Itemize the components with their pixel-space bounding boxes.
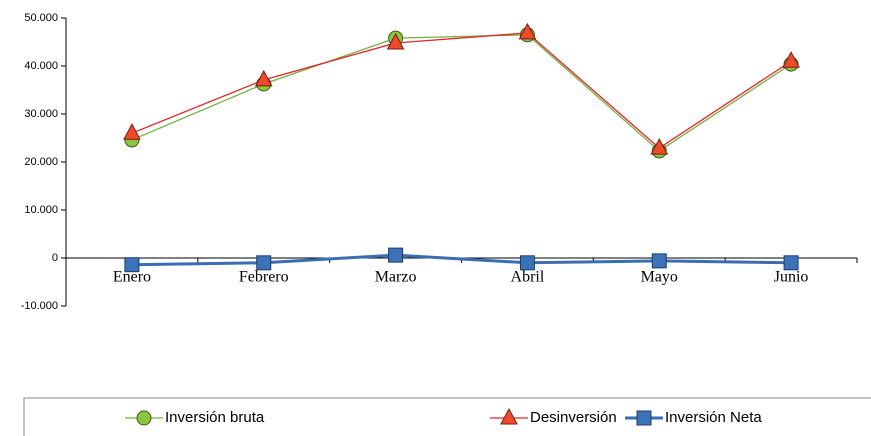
marker [500, 407, 518, 425]
marker [636, 410, 652, 426]
y-tick-label: 20.000 [24, 156, 58, 168]
y-tick-label: 30.000 [24, 108, 58, 120]
y-tick-label: 10.000 [24, 204, 58, 216]
marker [136, 410, 152, 426]
x-tick-label: Enero [113, 269, 151, 286]
legend-label: Inversión Neta [665, 409, 762, 426]
marker [650, 138, 669, 155]
marker [518, 22, 537, 40]
y-tick-label: -10.000 [21, 300, 58, 312]
x-tick-label: Junio [774, 269, 809, 286]
marker [783, 255, 799, 271]
series-line [131, 34, 792, 152]
x-tick-label: Febrero [239, 269, 289, 286]
marker [651, 253, 667, 269]
marker [386, 32, 405, 50]
legend-label: Inversión bruta [165, 409, 265, 426]
series-line [131, 253, 792, 267]
marker [123, 123, 141, 140]
y-tick-label: 50.000 [24, 12, 58, 24]
x-tick-label: Marzo [375, 269, 417, 286]
y-tick-label: 40.000 [24, 60, 58, 72]
marker [256, 255, 272, 271]
x-tick-label: Abril [511, 269, 545, 286]
marker [519, 255, 535, 271]
marker [388, 247, 404, 263]
y-tick-label: 0 [52, 252, 58, 264]
legend-box [23, 397, 871, 436]
legend-label: Desinversión [530, 409, 617, 426]
marker [124, 257, 140, 273]
series-line [131, 32, 792, 149]
x-tick-label: Mayo [641, 269, 678, 286]
marker [782, 51, 800, 68]
marker [254, 69, 273, 87]
